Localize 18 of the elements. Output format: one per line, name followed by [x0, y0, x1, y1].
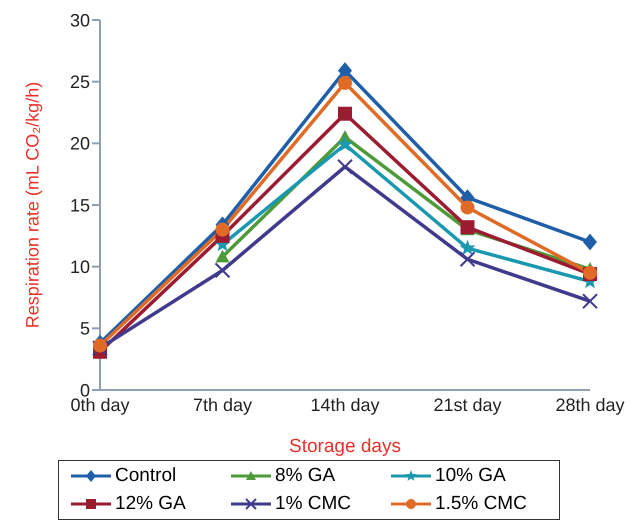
legend-label: 8% GA [275, 465, 336, 487]
y-tick-label: 20 [70, 134, 90, 154]
x-axis-title: Storage days [289, 436, 401, 457]
x-tick-label: 14th day [310, 394, 380, 415]
y-tick-label: 30 [70, 10, 90, 30]
legend-label: 1% CMC [275, 493, 352, 515]
legend-label: 12% GA [115, 493, 186, 515]
x-tick-label: 7th day [192, 394, 252, 415]
y-axis-title: Respiration rate (mL CO₂/kg/h) [22, 82, 42, 328]
y-tick-label: 5 [80, 318, 90, 339]
legend-label: Control [115, 465, 176, 487]
y-tick-label: 15 [70, 195, 90, 216]
legend-label: 10% GA [435, 465, 506, 487]
y-tick-label: 10 [70, 257, 90, 278]
y-tick-label: 25 [70, 72, 90, 92]
x-tick-label: 21st day [433, 394, 502, 415]
legend-label: 1.5% CMC [435, 493, 527, 515]
x-tick-label: 28th day [555, 394, 625, 415]
